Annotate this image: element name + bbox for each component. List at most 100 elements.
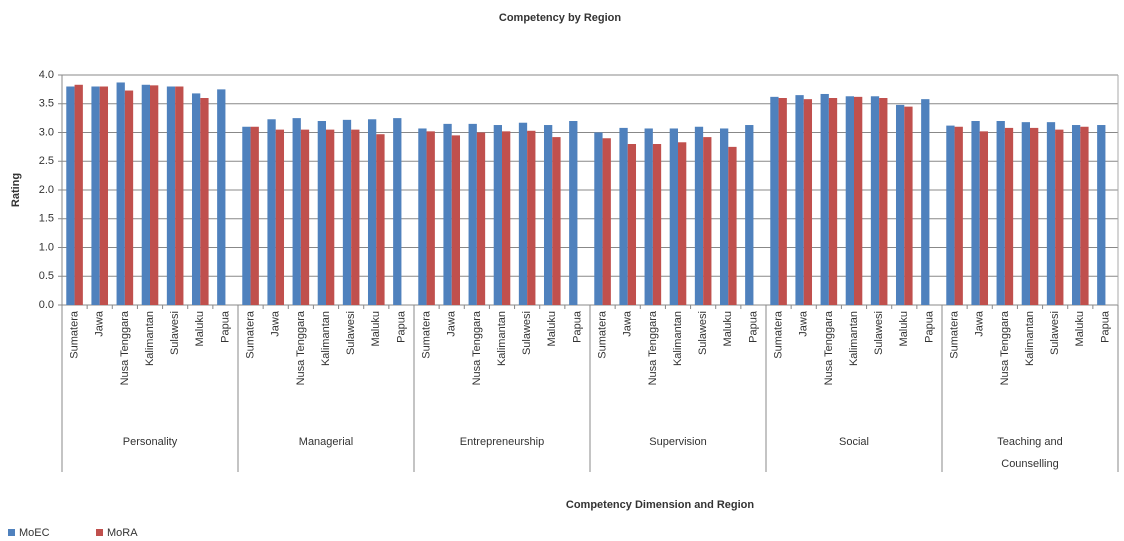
x-tick-label: Nusa Tenggara xyxy=(999,310,1011,385)
bar xyxy=(795,95,804,305)
bar xyxy=(879,98,888,305)
bar xyxy=(619,127,628,306)
y-tick-label: 0.0 xyxy=(39,299,54,311)
legend-label: MoEC xyxy=(19,527,50,539)
bar xyxy=(292,118,301,305)
y-tick-label: 2.5 xyxy=(39,155,54,167)
bar xyxy=(954,126,963,305)
bar xyxy=(979,131,989,305)
bar xyxy=(300,129,310,305)
bar xyxy=(594,132,603,305)
bar xyxy=(1021,122,1030,306)
bar xyxy=(1097,125,1106,306)
bar xyxy=(124,90,134,306)
bar xyxy=(703,137,712,305)
y-tick-label: 4.0 xyxy=(39,69,54,81)
bar xyxy=(627,144,637,305)
x-tick-label: Maluku xyxy=(1074,311,1086,346)
bar xyxy=(1030,127,1039,306)
x-tick-label: Sulawesi xyxy=(521,311,533,355)
bar xyxy=(904,106,913,305)
bar xyxy=(652,144,662,305)
x-tick-label: Sulawesi xyxy=(697,311,709,355)
bar xyxy=(351,129,360,305)
bar xyxy=(476,132,486,305)
bar xyxy=(166,86,176,305)
x-tick-label: Papua xyxy=(395,310,407,343)
bar xyxy=(443,123,452,305)
bar xyxy=(217,89,226,305)
x-tick-label: Maluku xyxy=(546,311,558,346)
bar xyxy=(803,99,813,306)
x-tick-label: Nusa Tenggara xyxy=(295,310,307,385)
bar xyxy=(770,96,779,305)
x-tick-label: Maluku xyxy=(898,311,910,346)
x-tick-label: Kalimantan xyxy=(1024,311,1036,366)
bar xyxy=(116,82,125,305)
x-tick-label: Maluku xyxy=(194,311,206,346)
group-label: Managerial xyxy=(299,436,353,448)
bar xyxy=(1055,129,1064,305)
bar xyxy=(367,119,377,306)
group-label: Social xyxy=(839,436,869,448)
x-tick-label: Papua xyxy=(923,310,935,343)
bar xyxy=(644,128,653,305)
x-tick-label: Nusa Tenggara xyxy=(647,310,659,385)
bar xyxy=(418,128,427,305)
bar xyxy=(376,134,385,305)
bar xyxy=(669,128,678,305)
x-tick-label: Kalimantan xyxy=(848,311,860,366)
bar xyxy=(527,130,536,305)
bar xyxy=(451,135,461,305)
x-tick-label: Sumatera xyxy=(68,310,80,359)
bar xyxy=(719,128,729,305)
x-tick-label: Jawa xyxy=(798,310,810,337)
bar xyxy=(728,146,737,305)
y-tick-label: 1.5 xyxy=(39,213,54,225)
bar xyxy=(426,131,435,305)
legend-swatch xyxy=(8,529,15,536)
legend-swatch xyxy=(96,529,103,536)
bar xyxy=(678,142,687,305)
x-tick-label: Papua xyxy=(1099,310,1111,343)
bar xyxy=(854,96,863,305)
bar xyxy=(317,121,326,305)
y-tick-label: 3.5 xyxy=(39,98,54,110)
x-tick-label: Nusa Tenggara xyxy=(823,310,835,385)
x-tick-label: Kalimantan xyxy=(144,311,156,366)
bar xyxy=(778,98,787,305)
x-tick-label: Sumatera xyxy=(772,310,784,359)
chart-title: Competency by Region xyxy=(499,12,622,24)
bar xyxy=(99,86,109,305)
x-tick-label: Papua xyxy=(747,310,759,343)
bar xyxy=(200,98,209,305)
x-tick-label: Nusa Tenggara xyxy=(119,310,131,385)
y-tick-label: 3.0 xyxy=(39,126,54,138)
x-tick-label: Sulawesi xyxy=(345,311,357,355)
bar xyxy=(175,86,184,305)
x-tick-label: Sumatera xyxy=(948,310,960,359)
y-tick-label: 2.0 xyxy=(39,184,54,196)
bar xyxy=(493,125,502,306)
bar xyxy=(870,96,880,306)
x-tick-label: Sumatera xyxy=(596,310,608,359)
bar xyxy=(393,118,402,305)
bar xyxy=(502,131,511,305)
bar xyxy=(921,99,930,306)
bar xyxy=(820,93,829,305)
x-tick-label: Jawa xyxy=(974,310,986,337)
x-tick-label: Sumatera xyxy=(244,310,256,359)
bar xyxy=(250,126,259,305)
bar xyxy=(468,123,477,305)
bar xyxy=(74,84,83,306)
x-tick-label: Sulawesi xyxy=(1049,311,1061,355)
x-tick-label: Papua xyxy=(219,310,231,343)
bar xyxy=(996,121,1005,305)
bar xyxy=(971,121,980,305)
bar xyxy=(845,96,854,306)
bar xyxy=(602,138,611,305)
x-tick-label: Jawa xyxy=(270,310,282,337)
bar xyxy=(828,98,838,305)
y-tick-label: 1.0 xyxy=(39,241,54,253)
